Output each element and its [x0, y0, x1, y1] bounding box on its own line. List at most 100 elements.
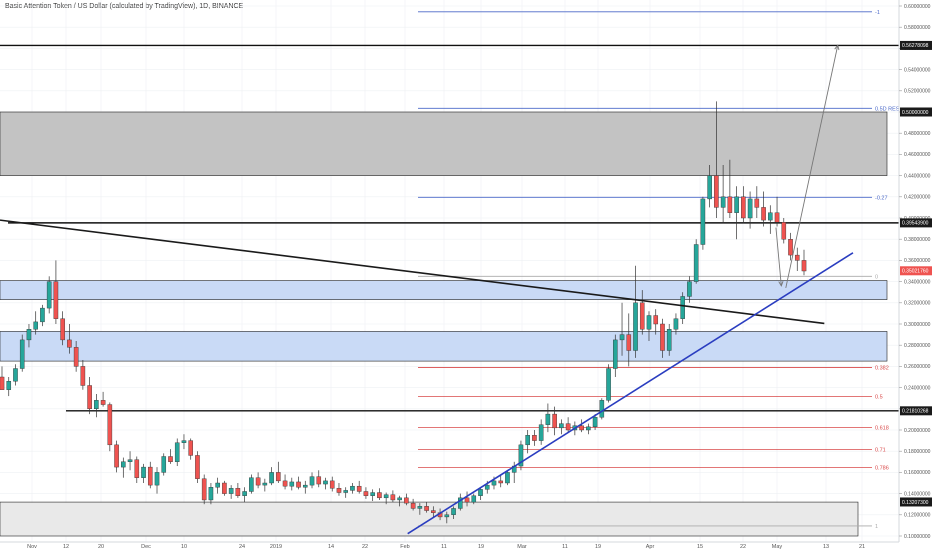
candle-body[interactable]: [525, 435, 530, 446]
candle-body[interactable]: [720, 196, 726, 208]
candle-body[interactable]: [370, 492, 375, 496]
candle-body[interactable]: [309, 476, 315, 486]
candle-body[interactable]: [714, 175, 719, 208]
candle-body[interactable]: [444, 514, 450, 518]
candle-body[interactable]: [181, 440, 187, 443]
candle-body[interactable]: [404, 497, 409, 504]
candle-body[interactable]: [94, 400, 99, 410]
candle-body[interactable]: [613, 339, 618, 369]
candle-body[interactable]: [141, 466, 146, 478]
candle-body[interactable]: [188, 440, 193, 456]
candle-body[interactable]: [639, 302, 645, 330]
candle-body[interactable]: [323, 480, 328, 485]
candle-body[interactable]: [734, 196, 739, 213]
candle-body[interactable]: [633, 302, 638, 351]
candle-body[interactable]: [329, 480, 335, 489]
candle-body[interactable]: [532, 435, 537, 441]
candle-body[interactable]: [107, 404, 113, 446]
candle-body[interactable]: [491, 480, 497, 486]
candle-body[interactable]: [174, 442, 180, 463]
candle-body[interactable]: [67, 339, 72, 348]
candle-body[interactable]: [431, 510, 436, 513]
candle-body[interactable]: [215, 482, 220, 488]
candle-body[interactable]: [484, 484, 490, 490]
candle-body[interactable]: [774, 212, 780, 223]
candle-body[interactable]: [235, 488, 241, 496]
candle-body[interactable]: [168, 456, 173, 462]
candle-body[interactable]: [599, 400, 605, 418]
candle-body[interactable]: [410, 502, 416, 509]
candle-body[interactable]: [6, 381, 12, 390]
candle-body[interactable]: [276, 472, 281, 482]
candle-body[interactable]: [222, 482, 227, 494]
candle-body[interactable]: [579, 425, 584, 431]
candle-body[interactable]: [26, 329, 32, 341]
candle-body[interactable]: [754, 198, 760, 208]
candle-body[interactable]: [747, 198, 753, 219]
candle-body[interactable]: [33, 321, 38, 330]
candle-body[interactable]: [471, 495, 477, 503]
candle-body[interactable]: [390, 494, 396, 501]
candle-body[interactable]: [269, 472, 274, 484]
candle-body[interactable]: [60, 318, 65, 341]
candle-body[interactable]: [781, 222, 787, 240]
candle-body[interactable]: [208, 487, 214, 501]
candle-body[interactable]: [505, 472, 510, 484]
candle-body[interactable]: [228, 488, 234, 494]
candle-body[interactable]: [255, 477, 261, 486]
candle-body[interactable]: [87, 385, 92, 410]
candle-body[interactable]: [626, 334, 632, 351]
candle-body[interactable]: [606, 368, 611, 401]
candle-body[interactable]: [127, 459, 133, 462]
time-axis[interactable]: Nov 12 20 Dec 10 24 2019 14 22 Feb 11 19 Mar 11 19 Apr 1…: [0, 541, 899, 550]
candle-body[interactable]: [242, 491, 247, 496]
candle-body[interactable]: [147, 466, 153, 486]
candle-body[interactable]: [761, 207, 766, 221]
candle-body[interactable]: [565, 423, 571, 431]
candle-body[interactable]: [121, 461, 126, 468]
candle-body[interactable]: [53, 281, 59, 319]
candle-body[interactable]: [134, 459, 140, 478]
candle-body[interactable]: [296, 481, 301, 488]
candle-body[interactable]: [262, 482, 268, 486]
candle-body[interactable]: [559, 423, 564, 429]
candle-body[interactable]: [40, 307, 45, 323]
candle-body[interactable]: [302, 484, 308, 488]
candle-body[interactable]: [646, 315, 652, 330]
descending-trendline[interactable]: [0, 219, 825, 325]
candle-body[interactable]: [538, 424, 544, 441]
candle-body[interactable]: [161, 456, 167, 473]
candle-body[interactable]: [619, 334, 625, 341]
candle-body[interactable]: [666, 329, 672, 351]
candle-body[interactable]: [673, 318, 679, 330]
candle-body[interactable]: [457, 497, 463, 509]
candle-body[interactable]: [114, 444, 119, 468]
candle-body[interactable]: [100, 400, 106, 405]
candle-body[interactable]: [700, 198, 706, 245]
candle-body[interactable]: [73, 347, 79, 367]
candle-body[interactable]: [424, 506, 429, 511]
candle-body[interactable]: [518, 444, 524, 467]
candle-body[interactable]: [451, 508, 456, 516]
candle-body[interactable]: [687, 281, 692, 297]
candle-body[interactable]: [741, 196, 746, 219]
candles-layer[interactable]: [0, 101, 807, 524]
candle-body[interactable]: [397, 497, 402, 501]
candle-body[interactable]: [363, 491, 369, 496]
candle-body[interactable]: [592, 417, 598, 428]
candle-body[interactable]: [545, 413, 551, 425]
candle-body[interactable]: [417, 506, 423, 509]
candle-body[interactable]: [316, 476, 322, 485]
candle-body[interactable]: [13, 368, 18, 382]
candle-body[interactable]: [46, 281, 52, 309]
candle-body[interactable]: [350, 485, 355, 491]
candle-body[interactable]: [680, 296, 685, 319]
candle-body[interactable]: [586, 426, 591, 431]
candle-body[interactable]: [383, 494, 389, 499]
candle-body[interactable]: [154, 472, 160, 486]
candle-body[interactable]: [768, 212, 773, 221]
candle-body[interactable]: [195, 455, 200, 479]
candle-body[interactable]: [552, 413, 557, 429]
candle-body[interactable]: [801, 260, 807, 272]
